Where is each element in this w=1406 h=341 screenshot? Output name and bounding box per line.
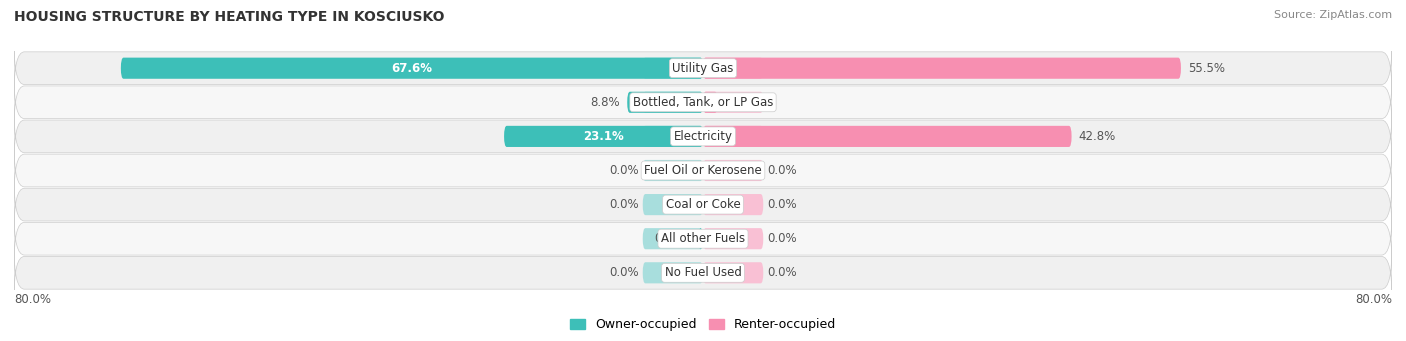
Text: All other Fuels: All other Fuels (661, 232, 745, 245)
FancyBboxPatch shape (14, 214, 1392, 263)
Text: 0.0%: 0.0% (768, 232, 797, 245)
FancyBboxPatch shape (643, 92, 703, 113)
Text: Utility Gas: Utility Gas (672, 62, 734, 75)
Text: 67.6%: 67.6% (391, 62, 433, 75)
FancyBboxPatch shape (643, 126, 703, 147)
Text: Electricity: Electricity (673, 130, 733, 143)
Text: Bottled, Tank, or LP Gas: Bottled, Tank, or LP Gas (633, 96, 773, 109)
Text: 0.0%: 0.0% (768, 164, 797, 177)
FancyBboxPatch shape (121, 58, 703, 79)
Text: Coal or Coke: Coal or Coke (665, 198, 741, 211)
Legend: Owner-occupied, Renter-occupied: Owner-occupied, Renter-occupied (565, 313, 841, 336)
FancyBboxPatch shape (643, 194, 703, 215)
FancyBboxPatch shape (14, 146, 1392, 195)
FancyBboxPatch shape (703, 194, 763, 215)
FancyBboxPatch shape (699, 228, 703, 249)
FancyBboxPatch shape (703, 262, 763, 283)
Text: 55.5%: 55.5% (1188, 62, 1225, 75)
Text: 0.56%: 0.56% (654, 232, 692, 245)
FancyBboxPatch shape (643, 58, 703, 79)
Text: 23.1%: 23.1% (583, 130, 624, 143)
FancyBboxPatch shape (14, 248, 1392, 297)
FancyBboxPatch shape (703, 160, 763, 181)
FancyBboxPatch shape (14, 112, 1392, 161)
Text: No Fuel Used: No Fuel Used (665, 266, 741, 279)
Text: HOUSING STRUCTURE BY HEATING TYPE IN KOSCIUSKO: HOUSING STRUCTURE BY HEATING TYPE IN KOS… (14, 10, 444, 24)
Text: 42.8%: 42.8% (1078, 130, 1116, 143)
FancyBboxPatch shape (703, 58, 1181, 79)
FancyBboxPatch shape (703, 126, 1071, 147)
FancyBboxPatch shape (703, 58, 763, 79)
Text: Fuel Oil or Kerosene: Fuel Oil or Kerosene (644, 164, 762, 177)
FancyBboxPatch shape (14, 78, 1392, 127)
FancyBboxPatch shape (627, 92, 703, 113)
FancyBboxPatch shape (505, 126, 703, 147)
Text: Source: ZipAtlas.com: Source: ZipAtlas.com (1274, 10, 1392, 20)
FancyBboxPatch shape (14, 180, 1392, 229)
Text: 0.0%: 0.0% (609, 198, 638, 211)
Text: 0.0%: 0.0% (768, 266, 797, 279)
Text: 80.0%: 80.0% (14, 293, 51, 306)
Text: 80.0%: 80.0% (1355, 293, 1392, 306)
FancyBboxPatch shape (703, 92, 763, 113)
FancyBboxPatch shape (703, 92, 717, 113)
FancyBboxPatch shape (643, 262, 703, 283)
FancyBboxPatch shape (14, 44, 1392, 93)
Text: 0.0%: 0.0% (768, 198, 797, 211)
Text: 8.8%: 8.8% (591, 96, 620, 109)
FancyBboxPatch shape (643, 160, 703, 181)
Text: 1.7%: 1.7% (724, 96, 755, 109)
Text: 0.0%: 0.0% (609, 266, 638, 279)
Text: 0.0%: 0.0% (609, 164, 638, 177)
FancyBboxPatch shape (643, 228, 703, 249)
FancyBboxPatch shape (703, 126, 763, 147)
FancyBboxPatch shape (703, 228, 763, 249)
